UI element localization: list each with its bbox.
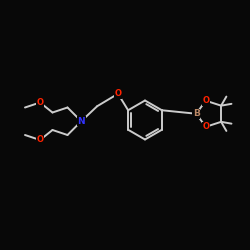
Text: O: O [36,98,44,107]
Text: O: O [202,96,209,105]
Text: O: O [36,136,44,144]
Text: N: N [78,117,85,126]
Text: O: O [114,89,121,98]
Text: O: O [202,122,209,131]
Text: B: B [193,109,200,118]
